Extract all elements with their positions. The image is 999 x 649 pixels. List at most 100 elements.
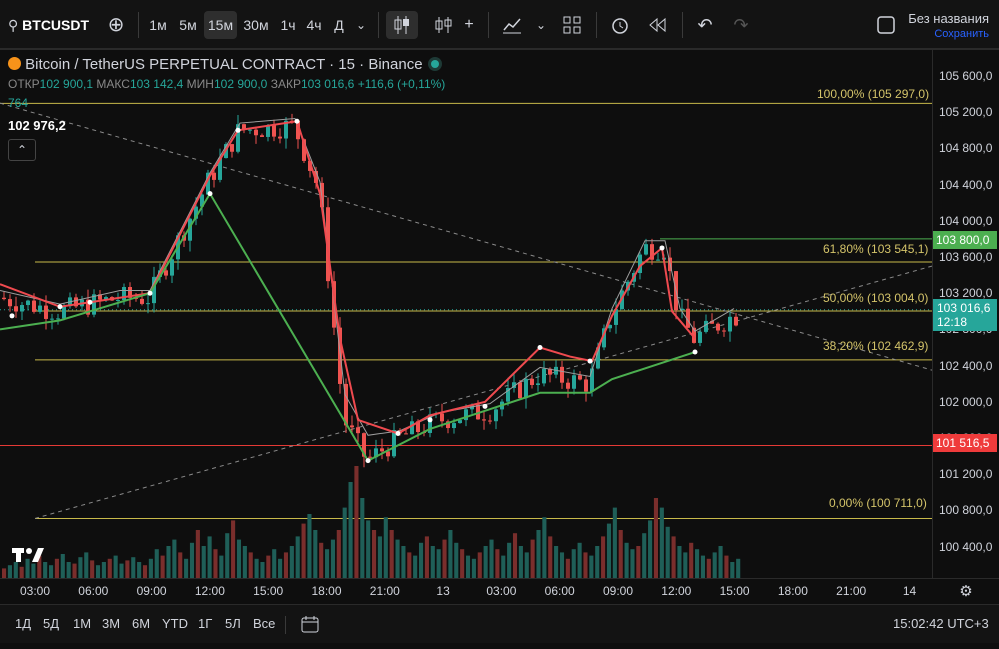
candle-body: [458, 420, 462, 424]
candle-body: [584, 379, 588, 392]
symbol-search[interactable]: ⚲ BTCUSDT: [8, 11, 89, 39]
candle-body: [698, 331, 702, 343]
collapse-legend-button[interactable]: ⌃: [8, 139, 36, 161]
open-value: 102 900,1: [39, 77, 94, 91]
candle-body: [512, 382, 516, 388]
candle-body: [542, 368, 546, 384]
candle-body: [494, 409, 498, 422]
volume-bar: [583, 552, 588, 578]
candle-body: [146, 303, 150, 305]
pivot-point: [587, 358, 593, 364]
search-icon: ⚲: [8, 17, 19, 33]
candle-body: [314, 170, 318, 183]
candle-body: [26, 300, 30, 306]
volume-bar: [465, 555, 471, 578]
candle-body: [278, 136, 282, 139]
volume-bar: [706, 558, 711, 578]
volume-bar: [278, 558, 283, 578]
candle-body: [464, 409, 468, 421]
candle-body: [638, 254, 642, 274]
interval-30m[interactable]: 30м: [243, 17, 269, 33]
price-axis-label: 100 400,0: [939, 539, 993, 554]
layout-name: Без названия: [908, 11, 989, 26]
range-6m[interactable]: 6М: [132, 616, 151, 631]
interval-5m[interactable]: 5м: [179, 17, 197, 33]
candle-body: [476, 404, 480, 420]
pivot-point: [87, 299, 93, 305]
range-5y[interactable]: 5Л: [225, 616, 241, 631]
chevron-down-icon[interactable]: ⌄: [535, 18, 547, 32]
redo-icon[interactable]: ↷: [733, 15, 749, 35]
volume-bar: [718, 546, 723, 578]
layout-title[interactable]: Без названия Сохранить: [908, 11, 989, 41]
candle-body: [710, 320, 714, 324]
pivot-point: [9, 313, 15, 319]
candle-body: [578, 375, 582, 380]
interval-15m[interactable]: 15м: [204, 11, 237, 39]
candle-body: [350, 425, 354, 428]
chart-settings-gear-icon[interactable]: ⚙: [959, 583, 973, 600]
volume-bar: [43, 562, 48, 578]
time-axis-label: 06:00: [78, 584, 109, 598]
volume-bar: [19, 566, 24, 578]
layout-grid-icon[interactable]: [558, 11, 586, 39]
volume-bar: [336, 530, 341, 578]
chart-pane[interactable]: [0, 50, 933, 578]
volume-bar: [219, 555, 224, 578]
volume-bar: [330, 539, 335, 578]
chevron-down-icon[interactable]: ⌄: [355, 18, 367, 32]
clock-timezone[interactable]: 15:02:42 UTC+3: [893, 616, 989, 631]
indicators-icon[interactable]: [430, 11, 458, 39]
price-chart[interactable]: [0, 50, 933, 578]
candle-body: [374, 448, 378, 458]
candle-body: [650, 244, 654, 260]
volume-bar: [695, 549, 700, 578]
candle-body: [482, 419, 486, 421]
time-scale[interactable]: 03:00 06:00 09:00 12:00 15:00 18:00 21:00 13 03:…: [0, 578, 999, 604]
candle-body: [452, 423, 456, 429]
interval-1h[interactable]: 1ч: [280, 17, 296, 33]
add-indicator-icon[interactable]: +: [464, 16, 474, 33]
candles-chart-type-icon[interactable]: [386, 11, 418, 39]
volume-bar: [31, 563, 36, 578]
save-status[interactable]: Сохранить: [934, 28, 989, 40]
compare-add-icon[interactable]: ⊕: [107, 14, 125, 36]
volume-bar: [454, 542, 459, 578]
layout-square-icon[interactable]: [874, 11, 898, 39]
interval-1m[interactable]: 1м: [149, 17, 167, 33]
chart-templates-icon[interactable]: [498, 11, 526, 39]
volume-bar: [571, 549, 576, 578]
range-1y[interactable]: 1Г: [198, 616, 213, 631]
range-1m[interactable]: 1М: [73, 616, 92, 631]
candle-body: [152, 276, 156, 304]
undo-icon[interactable]: ↶: [697, 15, 713, 35]
volume-bar: [548, 536, 553, 578]
alert-clock-icon[interactable]: [606, 11, 634, 39]
volume-bar: [78, 557, 83, 578]
pivot-point: [294, 118, 300, 124]
price-axis-label: 102 400,0: [939, 358, 993, 373]
candle-body: [248, 129, 252, 131]
pivot-point: [482, 403, 488, 409]
volume-bar: [536, 530, 541, 578]
volume-bar: [166, 546, 171, 578]
candle-body: [344, 383, 348, 426]
volume-bar: [319, 542, 324, 578]
range-all[interactable]: Все: [253, 616, 276, 631]
interval-1d[interactable]: Д: [334, 17, 344, 33]
candle-body: [284, 120, 288, 139]
range-ytd[interactable]: YTD: [162, 616, 188, 631]
range-5d[interactable]: 5Д: [43, 616, 60, 631]
interval-4h[interactable]: 4ч: [306, 17, 322, 33]
volume-bar: [642, 533, 647, 578]
candle-body: [386, 451, 390, 457]
tradingview-logo-icon: [12, 545, 44, 569]
red-line-tag: 101 516,5: [933, 434, 997, 452]
close-value: 103 016,6: [300, 77, 355, 91]
calendar-icon[interactable]: [300, 605, 320, 643]
replay-icon[interactable]: [644, 11, 672, 39]
range-1d[interactable]: 1Д: [15, 616, 32, 631]
separator: [488, 12, 489, 38]
range-3m[interactable]: 3М: [102, 616, 121, 631]
volume-bar: [460, 549, 465, 578]
